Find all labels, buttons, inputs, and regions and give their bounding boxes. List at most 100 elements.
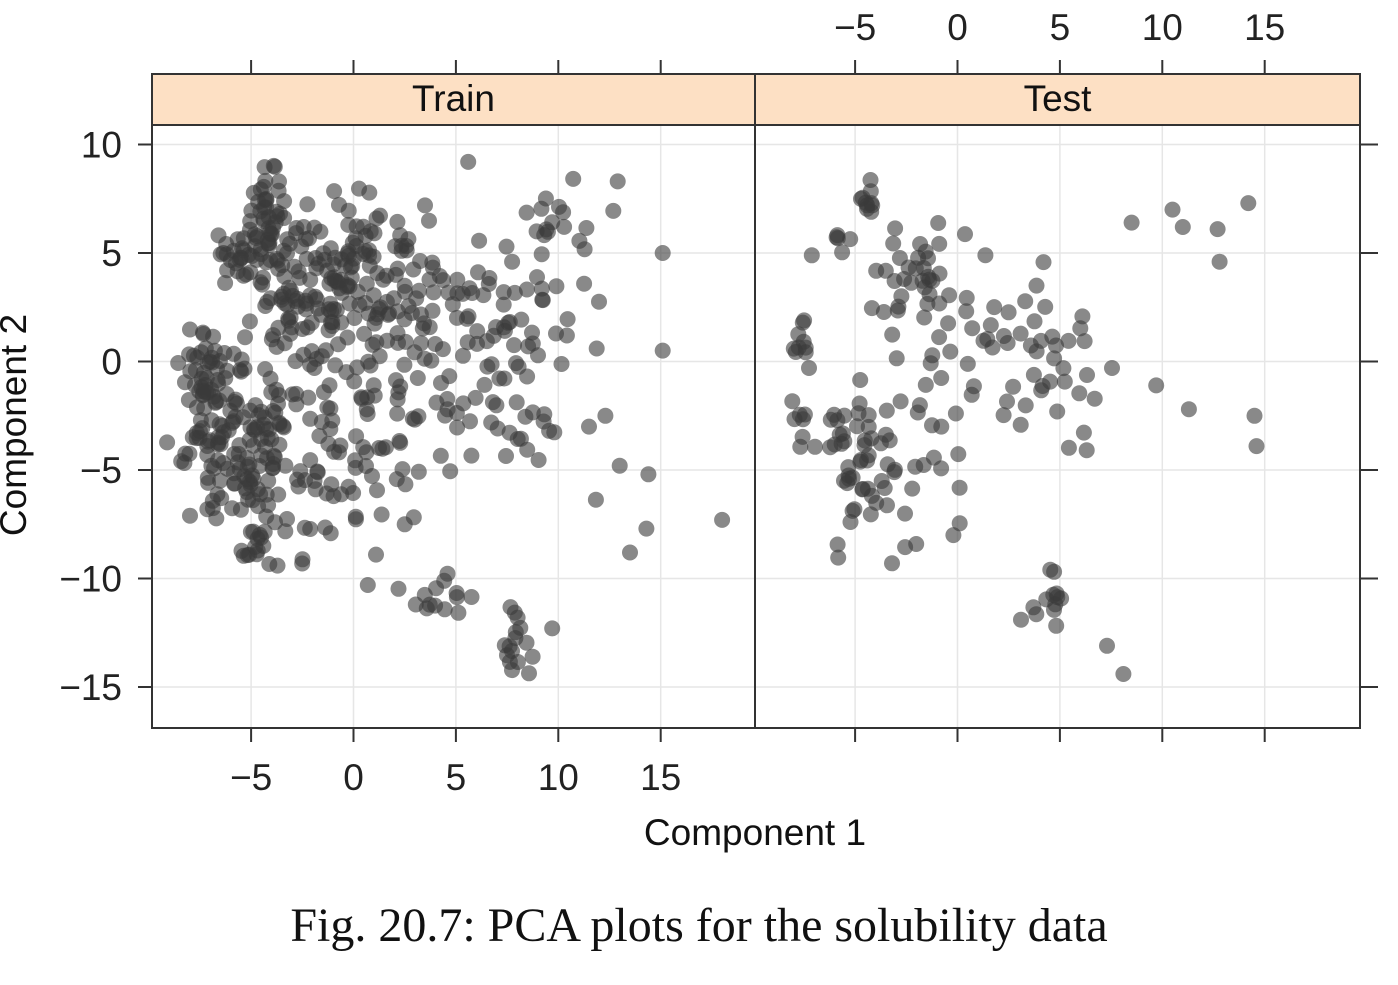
- data-point: [326, 183, 342, 199]
- data-point: [394, 238, 410, 254]
- data-point: [460, 334, 476, 350]
- data-point: [302, 452, 318, 468]
- data-point: [182, 508, 198, 524]
- data-point: [506, 337, 522, 353]
- data-point: [470, 264, 486, 280]
- data-point: [1071, 385, 1087, 401]
- data-point: [804, 247, 820, 263]
- data-point: [272, 206, 288, 222]
- data-point: [498, 448, 514, 464]
- data-point: [863, 172, 879, 188]
- data-point: [320, 436, 336, 452]
- data-point: [1018, 397, 1034, 413]
- data-point: [565, 171, 581, 187]
- data-point: [433, 448, 449, 464]
- data-point: [655, 245, 671, 261]
- data-point: [792, 439, 808, 455]
- data-point: [374, 507, 390, 523]
- data-point: [945, 527, 961, 543]
- panel-strip-label: Train: [412, 78, 495, 119]
- data-point: [333, 272, 349, 288]
- data-point: [1165, 202, 1181, 218]
- data-point: [1079, 367, 1095, 383]
- data-point: [986, 299, 1002, 315]
- data-point: [496, 319, 512, 335]
- data-point: [445, 296, 461, 312]
- data-point: [597, 408, 613, 424]
- data-point: [796, 312, 812, 328]
- data-point: [362, 258, 378, 274]
- data-point: [834, 244, 850, 260]
- data-point: [544, 620, 560, 636]
- data-point: [548, 278, 564, 294]
- data-point: [714, 512, 730, 528]
- data-point: [307, 473, 323, 489]
- x-tick-label: 15: [1244, 7, 1285, 48]
- data-point: [897, 539, 913, 555]
- data-point: [884, 555, 900, 571]
- x-tick-label: 5: [446, 757, 467, 798]
- data-point: [916, 457, 932, 473]
- data-point: [878, 427, 894, 443]
- data-point: [901, 260, 917, 276]
- data-point: [437, 601, 453, 617]
- data-point: [1001, 304, 1017, 320]
- data-point: [957, 226, 973, 242]
- data-point: [277, 523, 293, 539]
- data-point: [798, 344, 814, 360]
- data-point: [610, 173, 626, 189]
- y-tick-label: −5: [80, 450, 122, 491]
- data-point: [449, 272, 465, 288]
- data-point: [405, 262, 421, 278]
- x-tick-label: 10: [538, 757, 579, 798]
- data-point: [392, 435, 408, 451]
- data-point: [1212, 254, 1228, 270]
- data-point: [1087, 391, 1103, 407]
- data-point: [367, 225, 383, 241]
- data-point: [521, 665, 537, 681]
- data-point: [1027, 313, 1043, 329]
- data-point: [396, 357, 412, 373]
- data-point: [1028, 606, 1044, 622]
- data-point: [1017, 293, 1033, 309]
- data-point: [422, 597, 438, 613]
- data-point: [322, 401, 338, 417]
- data-point: [413, 335, 429, 351]
- data-point: [304, 315, 320, 331]
- data-point: [360, 577, 376, 593]
- data-point: [358, 458, 374, 474]
- data-point: [415, 321, 431, 337]
- data-point: [388, 372, 404, 388]
- data-point: [534, 292, 550, 308]
- data-point: [840, 459, 856, 475]
- data-point: [1115, 666, 1131, 682]
- data-point: [655, 343, 671, 359]
- data-point: [924, 347, 940, 363]
- data-point: [390, 303, 406, 319]
- data-point: [1247, 408, 1263, 424]
- data-point: [435, 341, 451, 357]
- data-point: [1074, 308, 1090, 324]
- data-point: [471, 233, 487, 249]
- data-point: [342, 296, 358, 312]
- y-tick-label: 5: [101, 233, 122, 274]
- data-point: [289, 472, 305, 488]
- data-point: [475, 287, 491, 303]
- data-point: [284, 386, 300, 402]
- data-point: [931, 236, 947, 252]
- data-point: [916, 310, 932, 326]
- data-point: [533, 201, 549, 217]
- data-point: [211, 227, 227, 243]
- data-point: [426, 284, 442, 300]
- data-point: [499, 239, 515, 255]
- data-point: [203, 458, 219, 474]
- data-point: [588, 492, 604, 508]
- x-tick-label: 0: [343, 757, 364, 798]
- data-point: [940, 315, 956, 331]
- data-point: [460, 154, 476, 170]
- data-point: [1037, 299, 1053, 315]
- data-point: [964, 320, 980, 336]
- data-point: [233, 364, 249, 380]
- data-point: [930, 215, 946, 231]
- data-point: [507, 605, 523, 621]
